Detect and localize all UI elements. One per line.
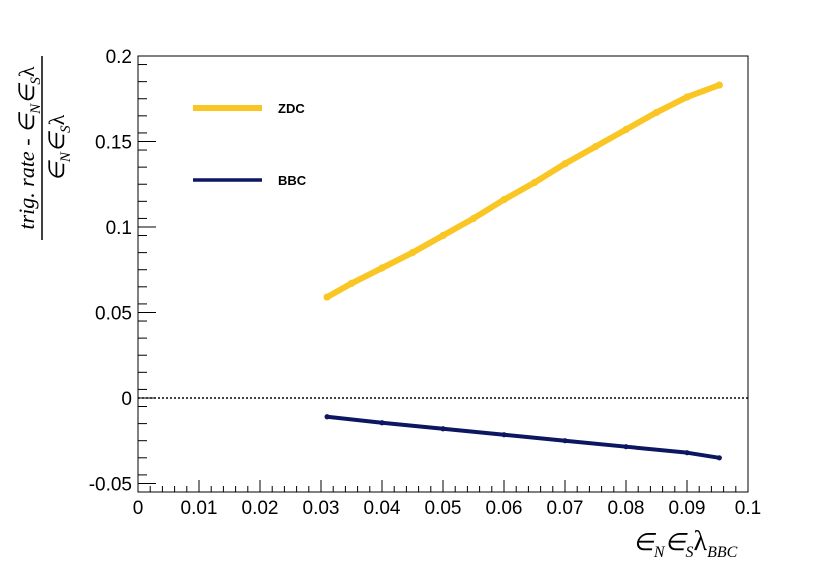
data-point-zdc [683, 93, 691, 101]
data-point-zdc [715, 81, 723, 89]
x-tick-label: 0.04 [364, 498, 401, 519]
data-point-bbc [379, 420, 385, 426]
axis-ticks: 0 0.01 0.02 0.03 0.04 0.05 0.06 0.07 0.08 0.09 0.1… [89, 47, 762, 519]
data-point-bbc [684, 450, 690, 456]
x-tick-label: 0.07 [547, 498, 584, 519]
x-tick-label: 0.02 [242, 498, 279, 519]
data-point-zdc [378, 264, 386, 272]
y-tick-label: -0.05 [89, 474, 132, 495]
data-point-zdc [652, 108, 661, 117]
series-zdc [323, 81, 723, 301]
y-tick-label: 0.2 [106, 47, 132, 68]
data-point-bbc [501, 432, 507, 438]
legend-label-bbc: BBC [278, 173, 307, 188]
y-axis-title-denominator: ∈N∈Sλ [44, 114, 74, 181]
data-series [323, 81, 723, 461]
data-point-bbc [623, 444, 629, 450]
data-point-zdc [469, 214, 478, 223]
y-tick-label: 0.1 [106, 218, 132, 239]
x-tick-label: 0.01 [181, 498, 218, 519]
data-point-zdc [408, 249, 417, 257]
x-tick-label: 0.03 [303, 498, 340, 519]
legend-label-zdc: ZDC [278, 101, 305, 116]
data-point-zdc [500, 196, 508, 204]
x-axis-title: ∈N∈SλBBC [633, 526, 738, 561]
x-tick-label: 0.08 [608, 498, 645, 519]
x-tick-label: 0.05 [425, 498, 462, 519]
data-point-zdc [323, 293, 331, 301]
data-point-zdc [347, 279, 356, 288]
y-tick-label: 0.15 [95, 132, 132, 153]
x-tick-label: 0 [133, 498, 144, 519]
y-axis-title-numerator: trig. rate - ∈N∈Sλ [14, 66, 44, 229]
data-point-zdc [591, 143, 600, 151]
y-axis-title: trig. rate - ∈N∈Sλ ∈N∈Sλ [14, 56, 74, 240]
series-line-bbc [325, 414, 722, 460]
data-point-zdc [561, 160, 569, 168]
series-bbc [324, 414, 722, 461]
x-tick-label: 0.06 [486, 498, 523, 519]
data-point-bbc [324, 414, 330, 420]
x-tick-label: 0.1 [735, 498, 761, 519]
data-point-bbc [562, 438, 568, 444]
x-tick-label: 0.09 [669, 498, 706, 519]
y-tick-label: 0.05 [95, 303, 132, 324]
legend: ZDC BBC [193, 101, 307, 188]
data-point-zdc [439, 231, 447, 240]
data-point-zdc [530, 178, 539, 187]
data-point-bbc [716, 455, 722, 461]
series-line-zdc [324, 82, 723, 301]
y-tick-label: 0 [121, 389, 132, 410]
data-point-zdc [622, 125, 630, 134]
data-point-bbc [440, 426, 446, 432]
